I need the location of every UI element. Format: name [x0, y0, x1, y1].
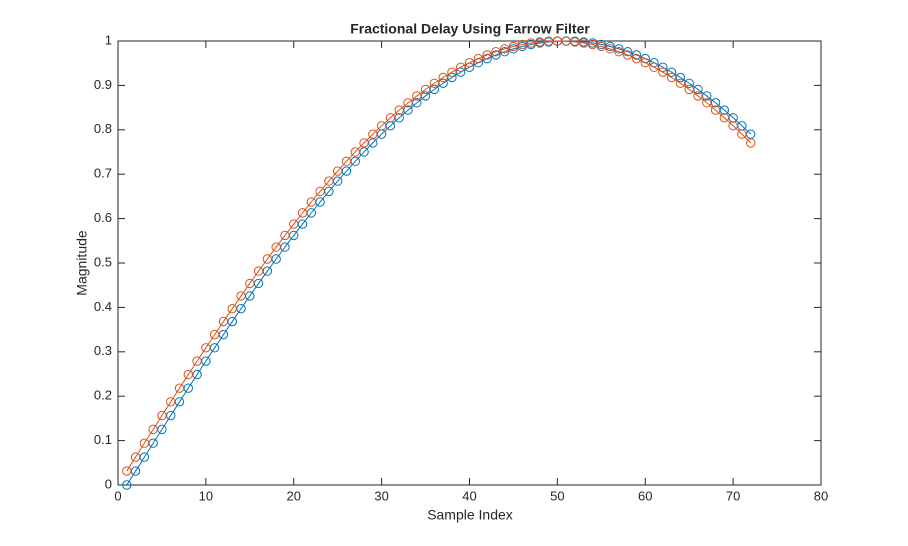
marker [412, 91, 422, 101]
marker [201, 343, 211, 353]
marker [649, 62, 659, 72]
marker [631, 53, 642, 64]
marker [464, 58, 475, 68]
marker [227, 303, 237, 314]
chart-title: Fractional Delay Using Farrow Filter [350, 21, 590, 37]
series-line [126, 40, 752, 472]
marker [587, 39, 598, 50]
y-tick-label: 0 [105, 476, 112, 491]
marker [473, 53, 483, 64]
marker [456, 62, 466, 72]
marker [166, 397, 176, 407]
marker [262, 254, 273, 264]
y-tick-label: 0.8 [94, 121, 112, 136]
marker [737, 129, 747, 139]
marker [315, 186, 325, 197]
marker [526, 38, 536, 48]
marker [746, 138, 756, 148]
marker [675, 78, 686, 88]
marker [359, 138, 369, 148]
marker [148, 424, 158, 435]
marker [280, 230, 290, 241]
marker [596, 41, 607, 52]
marker [192, 356, 202, 366]
y-axis-label: Magnitude [74, 230, 90, 296]
marker [570, 37, 580, 47]
marker [209, 329, 220, 340]
marker [605, 44, 615, 54]
marker [385, 113, 396, 123]
marker [710, 105, 721, 115]
marker [122, 466, 132, 476]
marker [368, 129, 378, 139]
marker [658, 67, 668, 77]
marker [429, 78, 440, 88]
marker [130, 452, 141, 462]
marker [297, 208, 308, 218]
y-tick-label: 0.9 [94, 77, 112, 92]
marker [499, 44, 510, 54]
marker [174, 383, 185, 393]
marker [183, 369, 194, 380]
marker [614, 47, 624, 57]
marker [517, 39, 527, 50]
marker [719, 113, 730, 123]
marker [403, 98, 413, 108]
marker [376, 121, 387, 131]
y-tick-label: 0.1 [94, 432, 112, 447]
marker [640, 58, 650, 68]
marker [218, 316, 229, 327]
marker [728, 121, 738, 131]
x-axis-label: Sample Index [427, 507, 513, 523]
marker [236, 291, 246, 301]
x-tick-label: 0 [114, 488, 121, 503]
x-tick-label: 50 [550, 488, 564, 503]
marker [245, 278, 255, 289]
y-tick-label: 0.2 [94, 388, 112, 403]
y-tick-label: 0.3 [94, 343, 112, 358]
x-tick-label: 40 [462, 488, 476, 503]
y-tick-label: 0.5 [94, 254, 112, 269]
marker [122, 480, 132, 490]
marker [579, 38, 589, 48]
marker [139, 438, 150, 448]
marker [350, 147, 360, 157]
marker [332, 166, 343, 176]
marker [622, 50, 633, 60]
y-tick-label: 0.7 [94, 166, 112, 181]
series-line [126, 40, 752, 486]
marker [289, 219, 299, 229]
marker [438, 72, 448, 83]
x-tick-label: 70 [726, 488, 740, 503]
marker [253, 266, 264, 276]
marker [271, 242, 281, 252]
marker [491, 47, 501, 57]
marker [666, 72, 677, 83]
marker [341, 156, 352, 167]
y-tick-label: 1 [105, 32, 112, 47]
marker [306, 197, 317, 207]
marker [447, 67, 457, 77]
marker [482, 50, 492, 60]
x-tick-label: 20 [287, 488, 301, 503]
x-tick-label: 80 [814, 488, 828, 503]
x-tick-label: 30 [374, 488, 388, 503]
marker [702, 98, 712, 108]
x-tick-label: 60 [638, 488, 652, 503]
y-tick-label: 0.6 [94, 210, 112, 225]
marker [394, 105, 404, 115]
y-tick-label: 0.4 [94, 299, 112, 314]
marker [157, 410, 167, 421]
marker [420, 84, 431, 95]
marker [324, 176, 334, 186]
marker [508, 41, 519, 52]
marker [684, 84, 694, 95]
marker [693, 91, 703, 101]
x-tick-label: 10 [199, 488, 213, 503]
